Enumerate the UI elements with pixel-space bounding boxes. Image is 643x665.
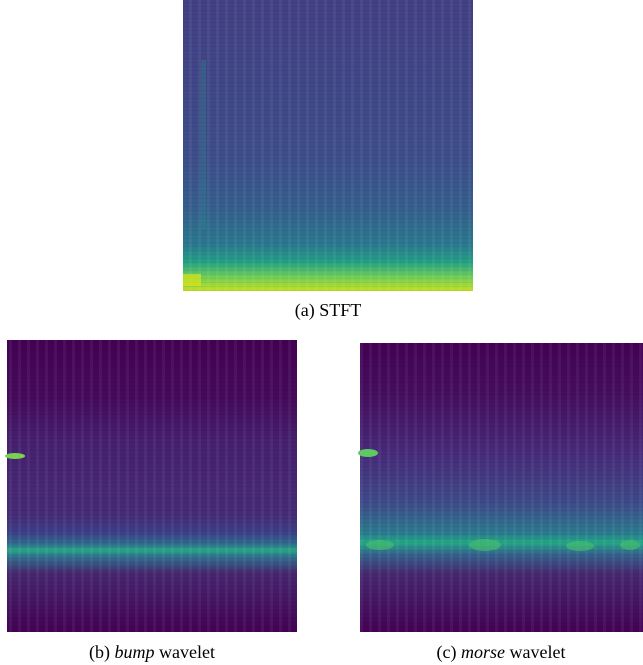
caption-emphasis: morse [461,642,506,662]
morse-blobs [366,539,640,551]
caption-label: (b) [89,642,111,662]
morse-texture [360,343,643,632]
caption: (c) morse wavelet [437,642,566,663]
bump-texture [7,340,297,632]
caption-text: wavelet [159,642,215,662]
caption: (a) STFT [295,300,362,321]
morse-burst [358,449,378,457]
caption-label: (a) [294,300,315,320]
caption-text: STFT [319,300,362,320]
caption-text: wavelet [509,642,566,662]
bump-burst [5,453,25,459]
caption-label: (c) [436,642,457,662]
caption: (b) bump wavelet [89,642,215,663]
stft-texture [183,0,473,291]
stft-streak [201,60,206,230]
caption-emphasis: bump [114,642,155,662]
stft-burst [183,274,201,286]
